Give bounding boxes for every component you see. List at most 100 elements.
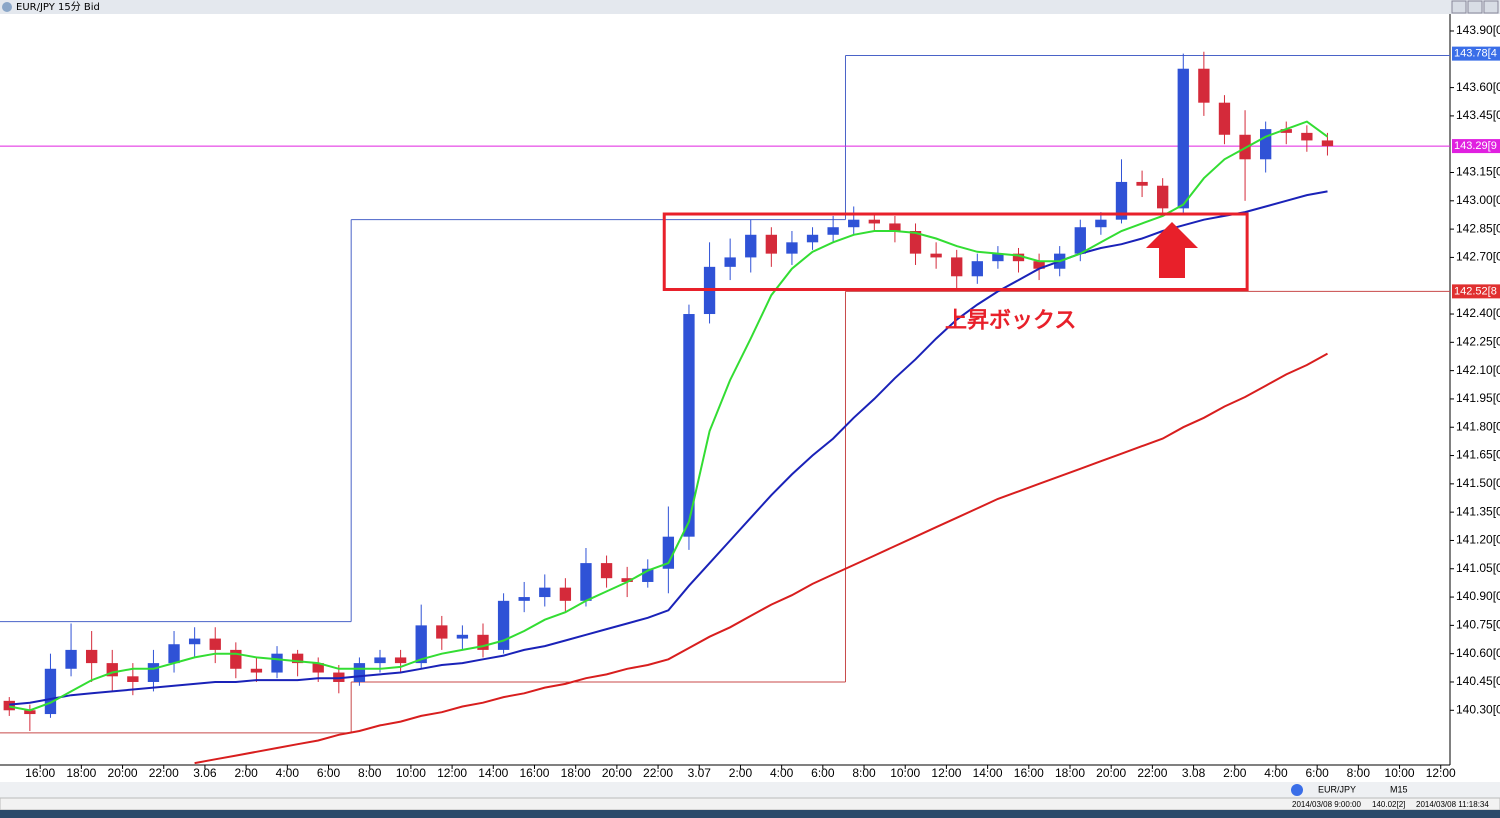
x-tick-label: 18:00 <box>66 766 96 780</box>
y-tick-label: 143.45[0 <box>1456 108 1500 122</box>
minimize-button[interactable] <box>1451 0 1467 14</box>
y-tick-label: 142.70[0 <box>1456 250 1500 264</box>
candle-body <box>642 568 654 582</box>
x-tick-label: 12:00 <box>931 766 961 780</box>
candle-body <box>1198 68 1210 103</box>
x-tick-label: 22:00 <box>643 766 673 780</box>
candle-body <box>868 219 880 224</box>
candle-body <box>539 587 551 598</box>
x-tick-label: 6:00 <box>317 766 341 780</box>
candle-body <box>786 242 798 254</box>
candle-body <box>394 657 407 664</box>
nav-button[interactable] <box>1291 784 1303 796</box>
candle-body <box>621 578 633 582</box>
candle-body <box>662 536 675 569</box>
price-marker <box>1452 284 1500 299</box>
candle-body <box>600 563 613 579</box>
candle-body <box>909 230 922 254</box>
candle-body <box>518 597 530 601</box>
x-tick-label: 16:00 <box>25 766 55 780</box>
candle-body <box>209 638 221 650</box>
candle-body <box>930 253 942 258</box>
candle-body <box>1218 102 1231 135</box>
candle-body <box>250 668 263 673</box>
x-tick-label: 2:00 <box>729 766 753 780</box>
window-title: EUR/JPY 15分 Bid <box>16 1 100 13</box>
candle-body <box>188 638 201 645</box>
x-tick-label: 8:00 <box>358 766 382 780</box>
candle-body <box>44 668 57 715</box>
annotation-arrow <box>1146 222 1198 278</box>
ma-line <box>9 190 1328 706</box>
status-time: 2014/03/08 9:00:00 <box>1292 800 1362 809</box>
candle-body <box>497 600 510 650</box>
x-tick-label: 8:00 <box>852 766 876 780</box>
price-marker <box>1452 139 1500 154</box>
x-tick-label: 4:00 <box>1264 766 1288 780</box>
maximize-button[interactable] <box>1467 0 1483 14</box>
candle-body <box>971 261 983 277</box>
y-tick-label: 140.60[0 <box>1456 646 1500 660</box>
y-tick-label: 143.15[0 <box>1456 165 1500 179</box>
x-tick-label: 16:00 <box>519 766 549 780</box>
candle-body <box>724 257 736 267</box>
candle-body <box>951 257 963 277</box>
candle-body <box>456 634 469 639</box>
y-tick-label: 140.90[0 <box>1456 589 1500 603</box>
candle-body <box>127 676 139 682</box>
candle-body <box>436 625 448 639</box>
y-tick-label: 143.00[0 <box>1456 193 1500 207</box>
title-bar <box>0 0 1500 14</box>
candle-body <box>848 219 860 228</box>
y-tick-label: 142.10[0 <box>1456 363 1500 377</box>
x-tick-label: 12:00 <box>1426 766 1456 780</box>
candle-body <box>291 653 304 664</box>
ma-line <box>194 352 1328 765</box>
price-marker <box>1452 46 1500 61</box>
candle-body <box>106 663 118 677</box>
candle-body <box>1280 129 1292 133</box>
status-bar <box>0 797 1500 811</box>
candle-body <box>1074 227 1086 254</box>
candle-body <box>992 253 1004 262</box>
candle-body <box>3 700 15 711</box>
close-button[interactable] <box>1483 0 1499 14</box>
candle-body <box>889 223 901 231</box>
y-tick-label: 142.40[0 <box>1456 306 1500 320</box>
candle-body <box>1012 253 1025 262</box>
x-tick-label: 4:00 <box>770 766 794 780</box>
plot: 143.90[0 143.60[0 143.45[0 143.15[0 143.00[0… <box>0 23 1500 780</box>
x-tick-label: 22:00 <box>149 766 179 780</box>
status-symbol[interactable]: EUR/JPY <box>1318 784 1356 794</box>
x-tick-label: 22:00 <box>1137 766 1167 780</box>
candle-body <box>1157 185 1169 209</box>
price-marker-label: 143.29[9 <box>1454 140 1497 152</box>
status-period[interactable]: M15 <box>1390 784 1408 794</box>
window-buttons[interactable] <box>1451 0 1499 14</box>
candle-body <box>147 663 160 682</box>
scrollbar[interactable] <box>0 782 1500 798</box>
y-tick-label: 141.95[0 <box>1456 391 1500 405</box>
price-marker-label: 143.78[4 <box>1454 48 1497 60</box>
x-tick-label: 14:00 <box>478 766 508 780</box>
candle-body <box>580 563 592 601</box>
candle-body <box>271 653 283 673</box>
y-tick-label: 141.35[0 <box>1456 504 1500 518</box>
x-tick-label: 10:00 <box>1385 766 1415 780</box>
candle-body <box>168 644 180 664</box>
candle-body <box>1033 261 1045 269</box>
x-tick-label: 14:00 <box>973 766 1003 780</box>
candle-body <box>1115 181 1128 220</box>
x-tick-label: 10:00 <box>396 766 426 780</box>
candle-body <box>477 634 489 650</box>
x-tick-label: 16:00 <box>1014 766 1044 780</box>
x-tick-label: 3.06 <box>193 766 217 780</box>
annotation-box <box>662 212 1249 291</box>
window-icon <box>2 2 12 12</box>
candle-body <box>1136 181 1148 186</box>
candle-body <box>24 710 36 715</box>
candle-body <box>745 234 757 258</box>
x-tick-label: 12:00 <box>437 766 467 780</box>
